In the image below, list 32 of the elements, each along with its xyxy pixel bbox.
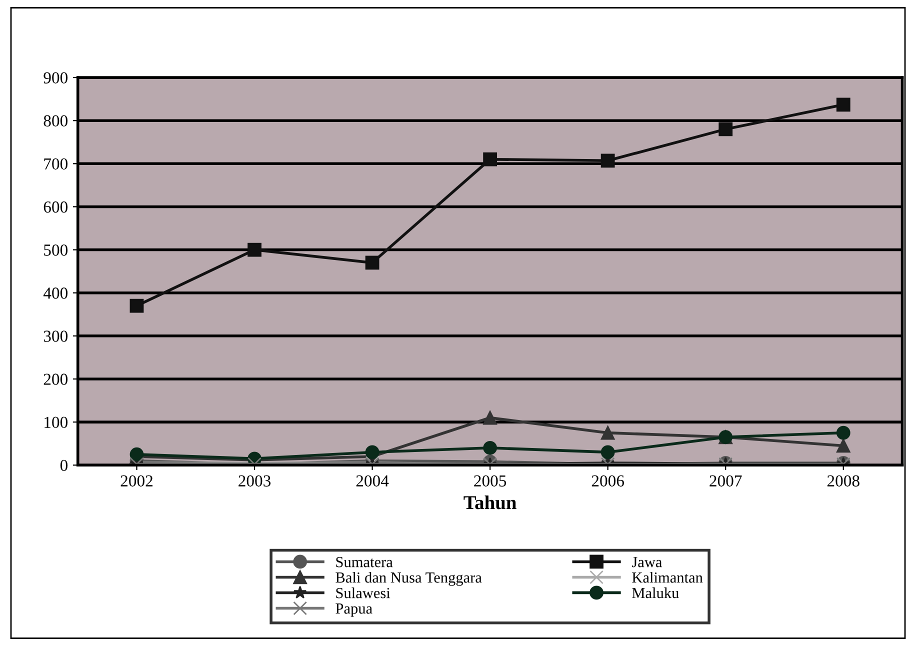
x-tick-label: 2005 bbox=[474, 475, 506, 487]
point bbox=[483, 152, 498, 166]
point bbox=[130, 298, 144, 313]
point bbox=[836, 98, 850, 112]
x-tick-label: 2008 bbox=[827, 475, 860, 487]
legend-label: Sulawesi bbox=[336, 587, 390, 598]
y-tick-label: 400 bbox=[43, 288, 68, 299]
y-tick-label: 300 bbox=[44, 330, 68, 342]
y-tick-label: 600 bbox=[44, 201, 68, 213]
legend-label: Maluku bbox=[632, 587, 679, 598]
x-tick-label: 2002 bbox=[120, 475, 152, 487]
legend-label: Bali dan Nusa Tenggara bbox=[336, 572, 482, 586]
point bbox=[600, 154, 615, 168]
y-tick-label: 700 bbox=[44, 158, 68, 170]
y-tick-label: 100 bbox=[44, 416, 68, 428]
y-tick-label: 500 bbox=[44, 244, 68, 256]
legend-label: Papua bbox=[336, 604, 372, 617]
point bbox=[365, 256, 380, 270]
x-axis-title: Tahun bbox=[464, 496, 516, 510]
y-tick-label: 0 bbox=[60, 460, 68, 472]
y-tick-label: 200 bbox=[44, 374, 68, 385]
x-tick-label: 2004 bbox=[356, 475, 389, 487]
legend-label: Sumatera bbox=[336, 556, 393, 568]
legend-label: Jawa bbox=[632, 557, 662, 568]
x-tick-label: 2003 bbox=[238, 475, 271, 487]
y-tick-label: 800 bbox=[44, 115, 68, 127]
y-tick-label: 900 bbox=[44, 72, 68, 84]
x-tick-label: 2007 bbox=[710, 475, 742, 487]
point bbox=[248, 242, 262, 257]
point bbox=[718, 122, 733, 136]
x-tick-label: 2006 bbox=[592, 475, 624, 487]
legend-label: Kalimantan bbox=[632, 572, 703, 583]
